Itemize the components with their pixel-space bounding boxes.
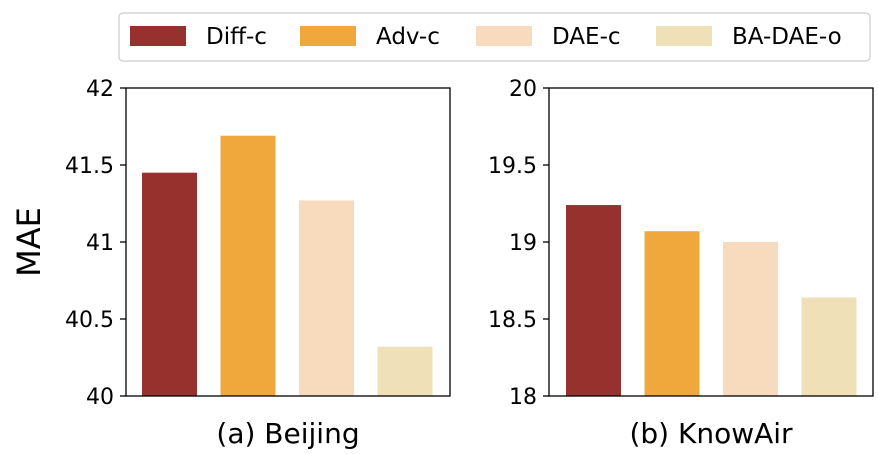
legend: Diff-c Adv-c DAE-c BA-DAE-o [118, 12, 871, 62]
bar-knowair-diff-c [566, 205, 621, 396]
legend-label-adv-c: Adv-c [376, 24, 440, 50]
y-tick-label-knowair: 19 [509, 231, 537, 256]
bar-beijing-ba-dae-o [377, 346, 433, 396]
legend-swatch-dae-c [476, 26, 532, 46]
bar-beijing-diff-c [142, 172, 197, 396]
y-tick-label-beijing: 40 [86, 385, 114, 410]
x-axis-label-beijing: (a) Beijing [216, 417, 359, 450]
y-tick-label-beijing: 41.5 [65, 154, 114, 179]
bar-knowair-dae-c [723, 242, 778, 396]
panel-knowair: 18 18.5 19 19.5 20 [488, 77, 874, 410]
y-tick-label-knowair: 20 [509, 77, 537, 102]
legend-swatch-diff-c [130, 26, 186, 46]
y-tick-label-knowair: 18 [509, 385, 537, 410]
y-tick-label-knowair: 19.5 [488, 154, 537, 179]
y-tick-label-knowair: 18.5 [488, 308, 537, 333]
bar-beijing-adv-c [220, 135, 276, 397]
legend-label-diff-c: Diff-c [206, 24, 267, 50]
y-axis-label: MAE [10, 207, 48, 277]
bar-knowair-ba-dae-o [801, 297, 857, 396]
bar-beijing-dae-c [299, 200, 354, 396]
legend-label-ba-dae-o: BA-DAE-o [732, 24, 842, 50]
x-axis-label-knowair: (b) KnowAir [629, 417, 793, 450]
y-tick-label-beijing: 40.5 [65, 308, 114, 333]
y-tick-label-beijing: 42 [86, 77, 114, 102]
legend-swatch-ba-dae-o [656, 26, 712, 46]
legend-label-dae-c: DAE-c [552, 24, 621, 50]
bar-knowair-adv-c [644, 231, 700, 396]
y-tick-label-beijing: 41 [86, 231, 114, 256]
panel-beijing: 40 40.5 41 41.5 42 [65, 77, 451, 410]
legend-swatch-adv-c [300, 26, 356, 46]
